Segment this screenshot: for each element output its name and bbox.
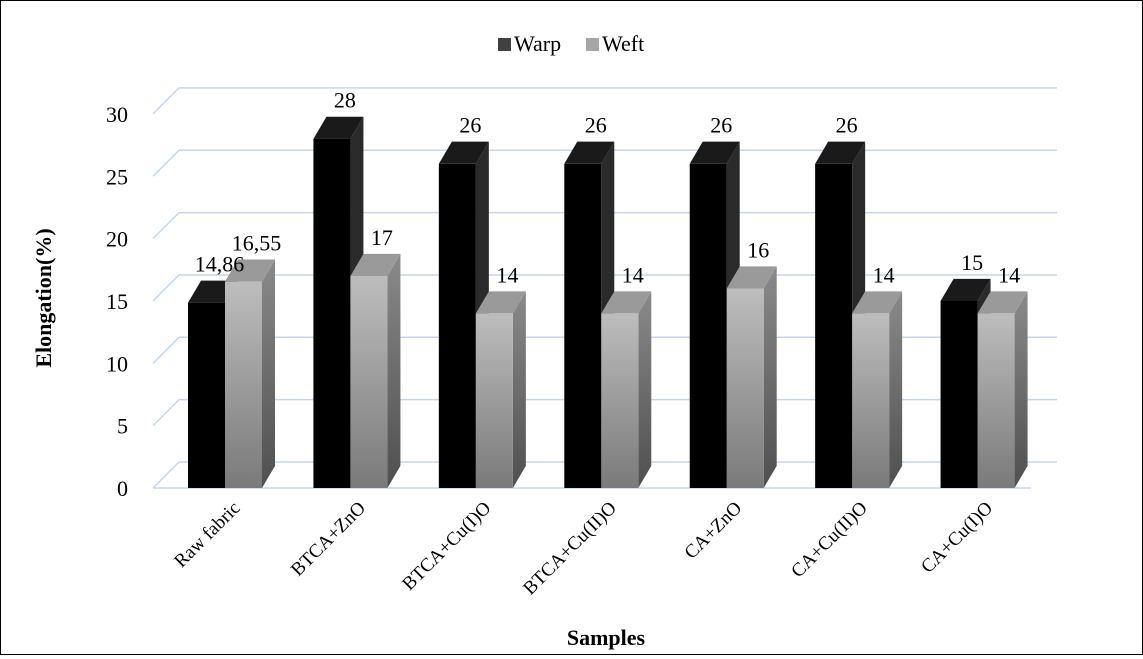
weft-bar <box>350 253 401 488</box>
gridline-depth <box>152 336 180 364</box>
x-category-label: BTCA+Cu(I)O <box>398 498 495 595</box>
data-label: 17 <box>371 225 393 250</box>
data-label: 16 <box>747 237 769 262</box>
bar-front-face <box>438 163 476 488</box>
bar-front-face <box>601 313 639 488</box>
gridline-depth <box>152 274 180 302</box>
bar-side-face <box>889 291 903 488</box>
gridline-depth <box>152 87 180 115</box>
data-label: 26 <box>459 113 481 138</box>
data-label: 15 <box>961 250 983 275</box>
data-label: 14 <box>496 262 518 287</box>
data-label: 14,86 <box>195 252 245 277</box>
bar-side-face <box>638 291 652 488</box>
y-axis-title: Elongation(%) <box>31 228 56 367</box>
bar-top-face <box>940 278 991 301</box>
bar-front-face <box>564 163 602 488</box>
x-category-label: BTCA+Cu(II)O <box>519 498 621 600</box>
legend: Warp Weft <box>498 31 644 56</box>
bars <box>188 116 1028 489</box>
data-label: 26 <box>836 113 858 138</box>
bar-side-face <box>763 266 777 488</box>
legend-warp-swatch <box>498 38 511 51</box>
bar-top-face <box>726 266 777 289</box>
y-tick-label: 25 <box>106 164 128 189</box>
bar-top-face <box>313 116 364 139</box>
bar-top-face <box>564 141 615 164</box>
data-label: 26 <box>585 113 607 138</box>
x-category-label: BTCA+ZnO <box>287 498 370 581</box>
bar-front-face <box>726 288 764 488</box>
weft-bar <box>977 291 1028 488</box>
bar-side-face <box>262 259 275 488</box>
bar-front-face <box>188 302 225 488</box>
data-label: 28 <box>334 88 356 113</box>
data-label: 26 <box>710 113 732 138</box>
x-category-label: Raw fabric <box>170 498 244 572</box>
bar-top-face <box>475 291 526 314</box>
x-axis-title: Samples <box>567 625 646 650</box>
bar-front-face <box>225 281 262 488</box>
gridline-depth <box>152 461 180 489</box>
data-label: 16,55 <box>232 231 282 256</box>
bar-front-face <box>350 276 388 488</box>
legend-weft-swatch <box>586 38 599 51</box>
bar-top-face <box>977 291 1028 314</box>
y-tick-label: 0 <box>117 476 128 501</box>
bar-front-face <box>475 313 513 488</box>
data-label: 14 <box>622 262 644 287</box>
y-tick-label: 15 <box>106 289 128 314</box>
bar-side-face <box>387 253 401 488</box>
gridline-depth <box>152 149 180 177</box>
y-tick-label: 30 <box>106 102 128 127</box>
bar-front-face <box>940 300 978 488</box>
weft-bar <box>852 291 903 488</box>
y-tick-label: 5 <box>117 414 128 439</box>
weft-bar <box>475 291 526 488</box>
y-tick-label: 10 <box>106 351 128 376</box>
x-category-label: CA+Cu(II)O <box>787 498 871 582</box>
data-label: 14 <box>998 262 1020 287</box>
bar-top-face <box>601 291 652 314</box>
bar-top-face <box>689 141 740 164</box>
bar-side-face <box>512 291 526 488</box>
bar-top-face <box>350 253 401 277</box>
bar-top-face <box>815 141 866 164</box>
bar-top-face <box>852 291 903 314</box>
bar-front-face <box>852 313 890 488</box>
bar-top-face <box>438 141 489 164</box>
legend-warp-label: Warp <box>514 31 561 56</box>
gridline-depth <box>152 399 180 427</box>
bar-front-face <box>977 313 1015 488</box>
weft-bar <box>225 259 275 488</box>
gridline-depth <box>152 212 180 240</box>
bar-front-face <box>313 138 351 488</box>
bar-front-face <box>689 163 727 488</box>
x-category-label: CA+ZnO <box>681 498 747 564</box>
y-tick-label: 20 <box>106 227 128 252</box>
data-label: 14 <box>873 262 895 287</box>
bar-side-face <box>1014 291 1028 488</box>
x-category-label: CA+Cu(I)O <box>917 498 997 578</box>
weft-bar <box>601 291 652 488</box>
legend-weft-label: Weft <box>602 31 644 56</box>
bar-top-face <box>225 259 275 282</box>
weft-bar <box>726 266 777 488</box>
bar-front-face <box>815 163 853 488</box>
